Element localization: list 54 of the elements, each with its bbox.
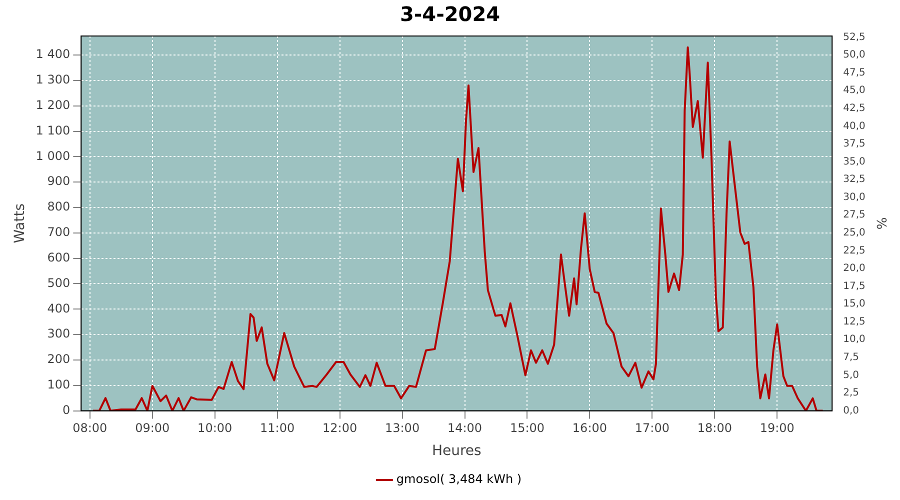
- x-axis-title: Heures: [432, 443, 482, 460]
- y-tick-label: 200: [47, 352, 70, 366]
- x-tick-label: 14:00: [447, 421, 482, 436]
- x-tick-label: 16:00: [572, 421, 608, 436]
- y-tick-label: 400: [47, 301, 70, 316]
- y2-tick-label: 35,0: [843, 156, 866, 168]
- y2-tick-label: 45,0: [843, 85, 866, 96]
- y2-tick-label: 10,0: [843, 334, 866, 346]
- y-tick-label: 1 000: [36, 148, 70, 163]
- y2-tick-label: 32,5: [843, 174, 866, 186]
- y-tick-label: 500: [47, 276, 70, 290]
- x-tick-label: 13:00: [384, 421, 420, 436]
- x-tick-label: 09:00: [135, 421, 170, 436]
- x-tick-label: 15:00: [510, 421, 545, 436]
- y2-tick-label: 25,0: [843, 228, 866, 239]
- y2-tick-label: 37,5: [843, 138, 866, 150]
- x-tick-label: 19:00: [760, 421, 794, 436]
- y2-tick-label: 5,0: [843, 370, 860, 381]
- y-tick-label: 900: [47, 174, 70, 188]
- x-tick-label: 17:00: [634, 421, 670, 436]
- y2-tick-label: 47,5: [843, 67, 866, 78]
- y2-tick-label: 52,5: [843, 32, 866, 43]
- y2-tick-label: 17,5: [843, 280, 866, 292]
- x-tick-label: 10:00: [198, 421, 232, 436]
- chart-title: 3-4-2024: [400, 2, 500, 26]
- y2-tick-label: 30,0: [843, 192, 866, 203]
- y-axis-title: Watts: [12, 203, 28, 244]
- y2-axis-title: %: [872, 217, 888, 230]
- y-tick-label: 1 100: [36, 123, 70, 138]
- y2-tick-label: 22,5: [843, 245, 866, 256]
- y-tick-label: 1 200: [36, 98, 70, 112]
- x-tick-label: 08:00: [72, 421, 108, 436]
- y-tick-label: 100: [47, 378, 70, 392]
- y-tick-label: 800: [47, 200, 70, 214]
- y2-tick-label: 2,5: [843, 388, 860, 399]
- legend-label: gmosol( 3,484 kWh ): [396, 472, 522, 486]
- y2-tick-label: 0,0: [843, 405, 860, 416]
- y2-tick-label: 15,0: [843, 298, 866, 310]
- y2-tick-label: 40,0: [843, 120, 866, 132]
- y2-tick-label: 12,5: [843, 316, 866, 328]
- y-tick-label: 0: [62, 402, 70, 417]
- y-tick-label: 1 400: [36, 47, 70, 62]
- y2-tick-label: 20,0: [843, 263, 866, 274]
- y-tick-label: 600: [47, 250, 70, 264]
- y2-tick-label: 42,5: [843, 103, 866, 114]
- y-tick-label: 700: [47, 225, 70, 240]
- x-tick-label: 18:00: [697, 421, 732, 436]
- x-tick-label: 11:00: [260, 421, 295, 436]
- y2-tick-label: 27,5: [843, 210, 866, 221]
- y2-tick-label: 7,5: [843, 352, 860, 364]
- y-tick-label: 1 300: [36, 72, 70, 87]
- x-tick-label: 12:00: [322, 421, 358, 436]
- y-tick-label: 300: [47, 326, 70, 341]
- y2-tick-label: 50,0: [843, 50, 866, 61]
